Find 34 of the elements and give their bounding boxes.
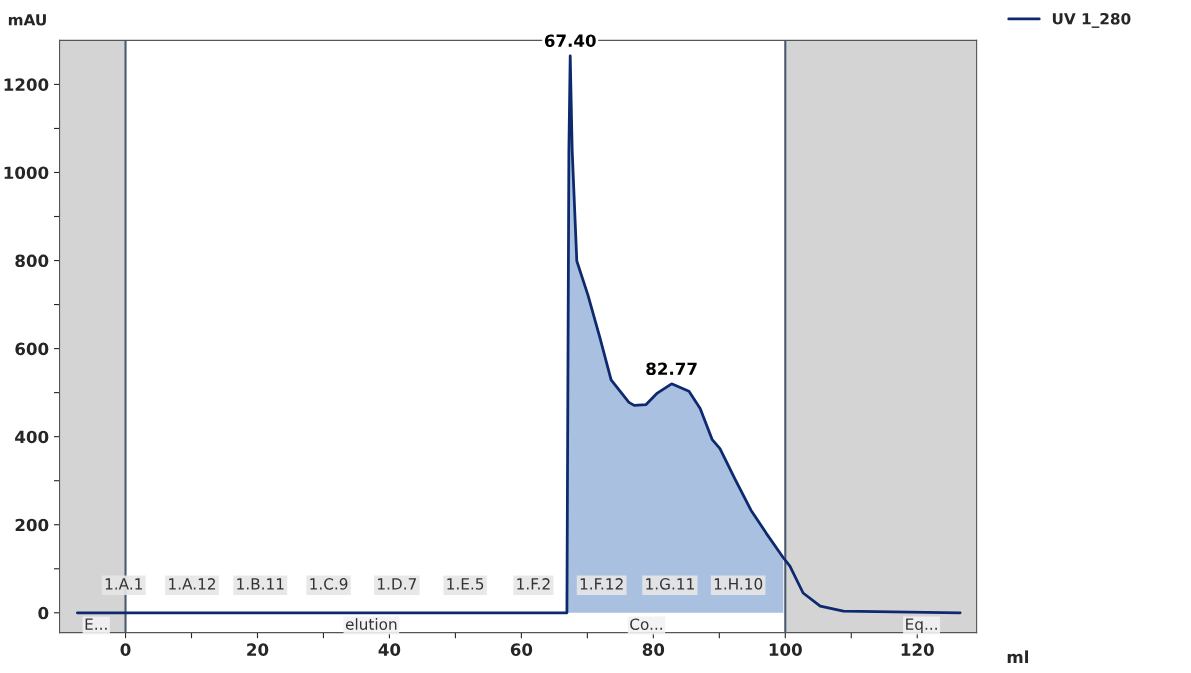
x-tick-label: 20 (247, 643, 269, 656)
annotation: 1.F.2 (517, 578, 550, 590)
x-tick-label: 100 (769, 643, 802, 656)
y-tick-label: 0 (38, 606, 49, 620)
y-tick-label: 400 (15, 430, 49, 444)
y-axis-title: mAU (8, 14, 46, 26)
annotation: 82.77 (646, 362, 697, 376)
annotation: 1.B.11 (237, 578, 284, 590)
annotation: 1.F.12 (580, 578, 623, 590)
y-tick-label: 800 (15, 254, 49, 268)
x-tick-label: 60 (510, 643, 533, 656)
line-series (75, 54, 962, 615)
annotation: Co... (630, 618, 662, 630)
annotation: 1.D.7 (378, 578, 416, 590)
y-tick-label: 1200 (4, 78, 49, 91)
x-axis-title: ml (1007, 650, 1029, 664)
annotation: E... (85, 618, 107, 630)
y-tick-label: 200 (15, 518, 49, 532)
annotation: 1.C.9 (310, 578, 348, 590)
annotation: 1.E.5 (447, 578, 484, 590)
x-tick-label: 120 (901, 643, 934, 656)
annotation: elution (345, 618, 397, 630)
annotation: 67.40 (544, 34, 596, 48)
annotation: Eq... (906, 618, 937, 633)
y-tick-label: 1000 (4, 166, 49, 180)
annotation: 1.H.10 (714, 578, 763, 590)
x-tick-label: 0 (120, 643, 131, 656)
x-tick-label: 80 (642, 643, 665, 656)
legend-label: UV 1_280 (1052, 12, 1131, 28)
y-tick-label: 600 (15, 342, 49, 356)
annotation: 1.G.11 (646, 578, 694, 590)
annotation: 1.A.1 (105, 578, 142, 590)
annotation: 1.A.12 (169, 578, 216, 590)
x-tick-label: 40 (378, 643, 401, 656)
